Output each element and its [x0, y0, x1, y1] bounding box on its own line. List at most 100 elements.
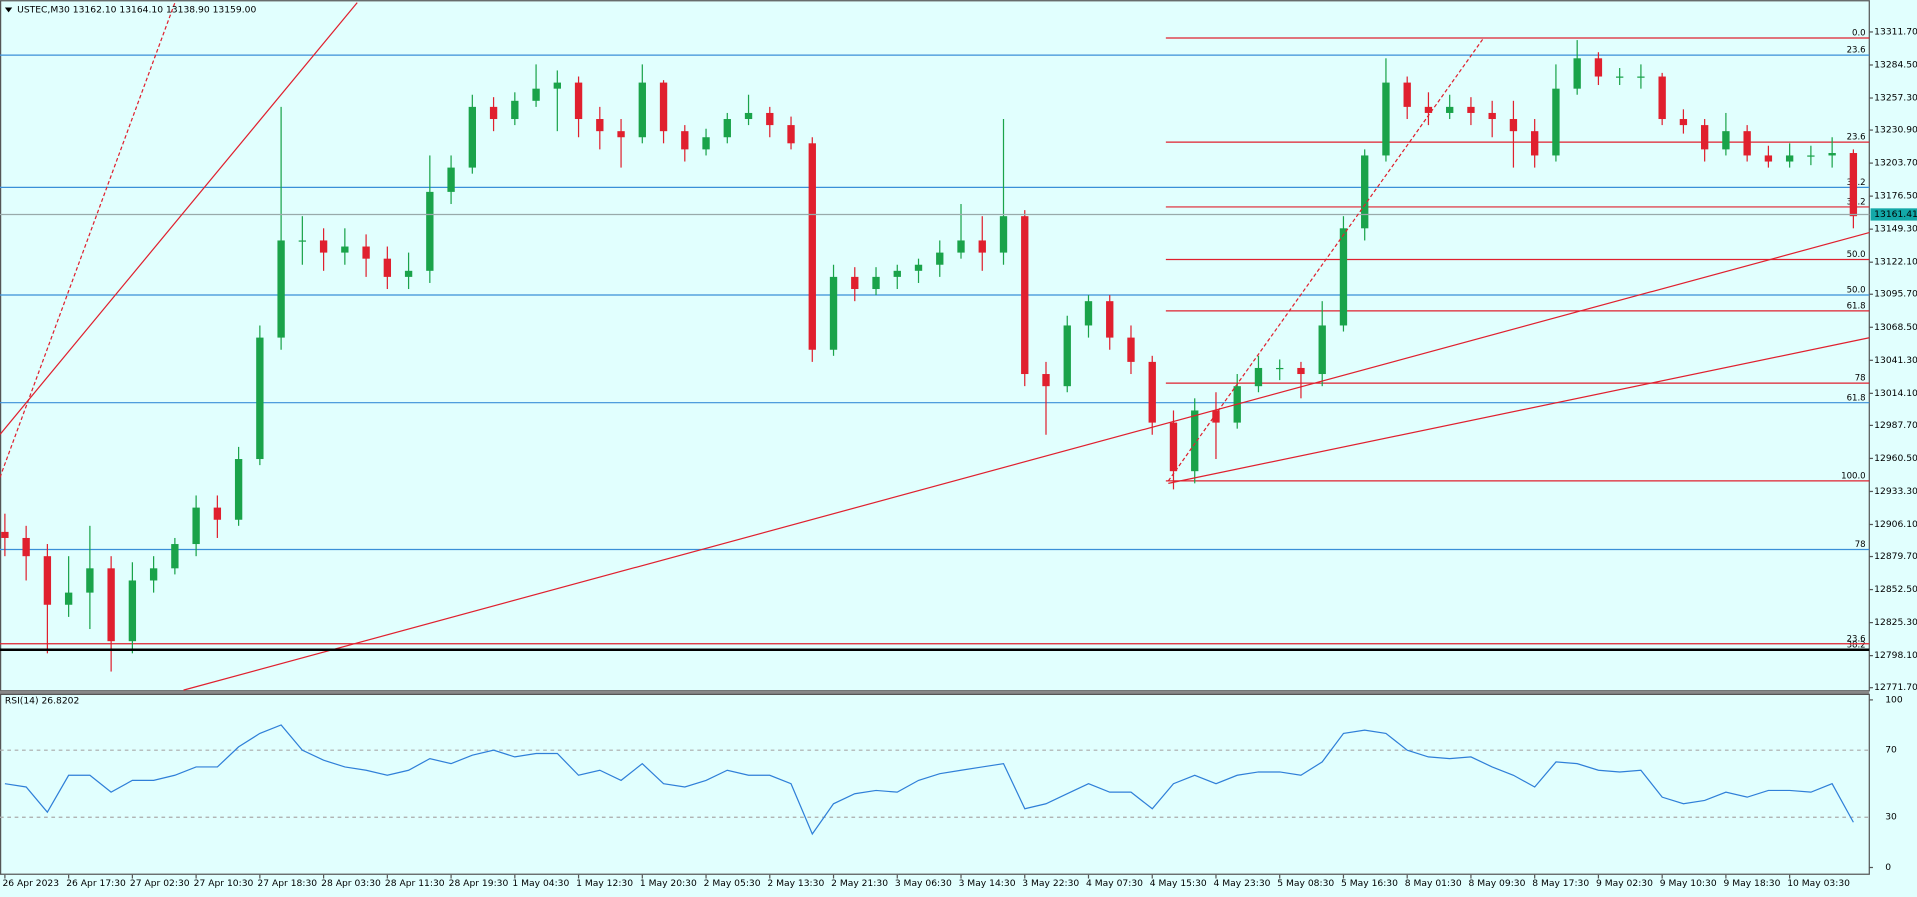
- candle-body: [1, 531, 9, 538]
- candle-body: [1169, 422, 1178, 472]
- last-price-box: [1870, 208, 1917, 221]
- y-tick-label: 0: [1885, 862, 1891, 873]
- x-tick-label: 4 May 07:30: [1086, 878, 1143, 889]
- y-tick-label: 13122.10: [1874, 257, 1917, 268]
- x-tick-label: 10 May 03:30: [1787, 878, 1850, 889]
- candle-body: [107, 568, 115, 642]
- x-tick-label: 26 Apr 17:30: [66, 878, 126, 889]
- fib-level-label: 0.0: [1852, 29, 1866, 39]
- candle-body: [766, 112, 774, 126]
- y-tick-label: 13068.50: [1874, 322, 1917, 333]
- candle-body: [1615, 76, 1624, 78]
- candle-body: [617, 131, 625, 138]
- candle-body: [681, 131, 689, 150]
- candle-body: [86, 568, 94, 593]
- candle-body: [638, 82, 646, 138]
- candle-body: [341, 246, 349, 253]
- candle-body: [1063, 325, 1071, 387]
- x-tick-label: 4 May 15:30: [1150, 878, 1207, 889]
- candle-body: [1127, 337, 1135, 362]
- y-tick-label: 30: [1885, 812, 1897, 823]
- fib-level-label: 61.8: [1847, 393, 1866, 403]
- candle-body: [192, 507, 200, 545]
- fib-level-label: 50.0: [1847, 286, 1866, 296]
- candle-body: [1191, 410, 1199, 472]
- y-tick-label: 13149.30: [1874, 224, 1917, 235]
- candle-body: [1807, 155, 1815, 157]
- candle-body: [574, 82, 583, 120]
- candle-body: [1573, 58, 1581, 89]
- x-tick-label: 8 May 17:30: [1532, 878, 1589, 889]
- x-tick-label: 4 May 23:30: [1214, 878, 1271, 889]
- fib-level-label: 78: [1855, 374, 1866, 384]
- x-tick-label: 9 May 02:30: [1596, 878, 1653, 889]
- candle-body: [553, 82, 561, 89]
- candle-body: [659, 82, 668, 132]
- fib-level-label: 61.8: [1847, 301, 1866, 311]
- x-tick-label: 2 May 21:30: [831, 878, 888, 889]
- x-tick-label: 3 May 06:30: [895, 878, 952, 889]
- candle-body: [1382, 82, 1390, 156]
- candle-body: [1531, 131, 1539, 156]
- y-tick-label: 12933.30: [1874, 486, 1917, 497]
- candle-body: [1212, 410, 1220, 423]
- trend-line: [1168, 337, 1870, 484]
- candle-body: [723, 119, 731, 138]
- y-tick-label: 13203.70: [1874, 158, 1917, 169]
- x-tick-label: 5 May 08:30: [1277, 878, 1334, 889]
- candle-body: [914, 264, 923, 271]
- trend-line-dashed: [0, 2, 176, 478]
- candle-body: [532, 88, 540, 101]
- y-tick-label: 12825.30: [1874, 617, 1917, 628]
- menu-triangle[interactable]: [4, 7, 13, 13]
- y-tick-label: 13041.30: [1874, 355, 1917, 366]
- candle-body: [1254, 367, 1263, 387]
- y-tick-label: 12906.10: [1874, 519, 1917, 530]
- candle-body: [1552, 88, 1560, 156]
- candle-body: [171, 544, 179, 569]
- y-tick-label: 13311.70: [1874, 26, 1917, 37]
- candle-body: [829, 276, 838, 350]
- y-tick-label: 13095.70: [1874, 289, 1917, 300]
- x-tick-label: 27 Apr 02:30: [130, 878, 190, 889]
- y-tick-label: 12960.50: [1874, 453, 1917, 464]
- candle-body: [702, 137, 710, 150]
- candle-body: [872, 276, 880, 290]
- candle-body: [999, 216, 1008, 253]
- candle-body: [213, 507, 222, 520]
- candle-body: [1722, 131, 1730, 150]
- y-tick-label: 12879.70: [1874, 551, 1917, 562]
- candle-body: [1594, 58, 1603, 77]
- candle-body: [22, 537, 30, 557]
- candle-body: [1297, 367, 1305, 375]
- fib-level-label: 78: [1855, 540, 1866, 550]
- fib-level-label: 23.6: [1847, 133, 1866, 143]
- trend-line-dashed: [1167, 38, 1484, 482]
- x-tick-label: 1 May 04:30: [512, 878, 569, 889]
- candle-body: [1467, 106, 1475, 113]
- candle-body: [319, 240, 328, 253]
- candle-body: [1042, 374, 1050, 387]
- candle-body: [1318, 325, 1326, 375]
- rsi-title: RSI(14) 26.8202: [5, 696, 79, 707]
- trend-line: [0, 2, 358, 435]
- x-tick-label: 28 Apr 19:30: [449, 878, 509, 889]
- candle-body: [1424, 106, 1433, 113]
- y-tick-label: 12852.50: [1874, 584, 1917, 595]
- y-tick-label: 13257.30: [1874, 93, 1917, 104]
- fib-level-label: 23.6: [1847, 46, 1866, 56]
- x-tick-label: 27 Apr 18:30: [257, 878, 317, 889]
- x-tick-label: 9 May 18:30: [1723, 878, 1780, 889]
- candle-body: [256, 337, 264, 460]
- candle-body: [1785, 155, 1794, 162]
- candle-body: [1446, 106, 1454, 113]
- candle-body: [1106, 301, 1114, 338]
- x-tick-label: 1 May 20:30: [640, 878, 697, 889]
- x-tick-label: 8 May 09:30: [1468, 878, 1525, 889]
- candle-body: [447, 167, 455, 192]
- candle-body: [1276, 367, 1284, 370]
- candle-body: [957, 240, 965, 253]
- candle-body: [1148, 361, 1156, 423]
- candle-body: [1021, 216, 1029, 375]
- rsi-line: [4, 724, 1854, 836]
